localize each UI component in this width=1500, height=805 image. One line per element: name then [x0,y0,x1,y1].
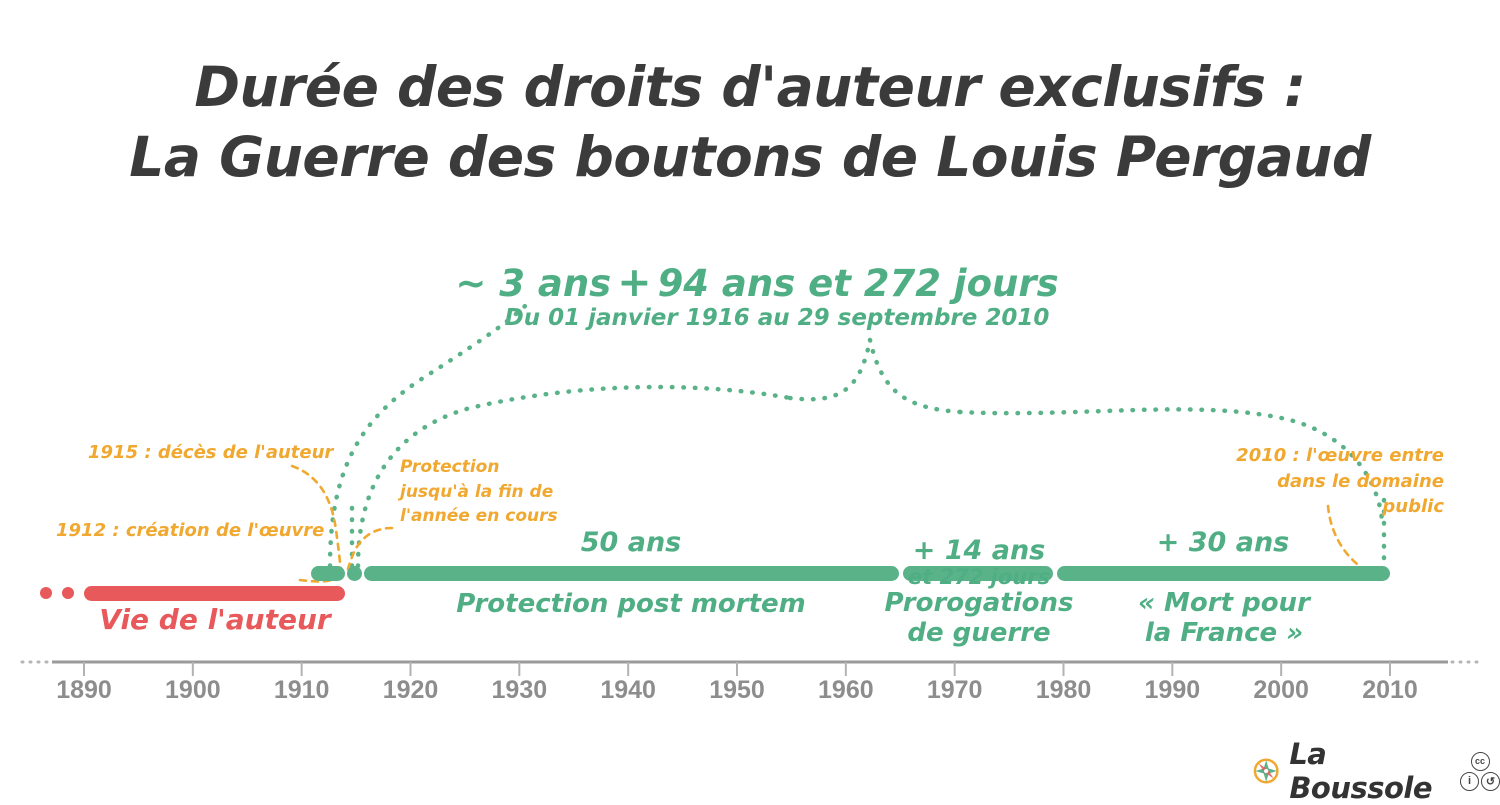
life-lead-dot-2 [62,587,74,599]
footer-logo[interactable]: La Boussole cc i ↺ [1252,737,1500,805]
total-duration-period: Du 01 janvier 1916 au 29 septembre 2010 [504,305,1050,331]
brand-name: La Boussole [1289,737,1433,805]
page-title: Durée des droits d'auteur exclusifs : La… [0,52,1500,193]
axis-tick-label: 1920 [382,676,439,704]
label-post-mortem: Protection post mortem [456,589,806,619]
axis-tick-label: 2010 [1362,676,1418,704]
bar-segment-post-mortem [364,566,899,581]
axis-tick-label: 1950 [709,676,765,704]
axis-ticks [83,662,1391,676]
duration-post-mortem: 50 ans [580,527,682,558]
label-life: Vie de l'auteur [99,603,331,636]
bar-segment-war-extensions [903,566,1053,581]
annotation-end-of-year: Protection jusqu'à la fin de l'année en … [400,457,558,527]
label-mort-pour-la-france: « Mort pour la France » [1138,588,1310,648]
axis-tick-label: 1960 [818,676,874,704]
axis-tick-label: 2000 [1253,676,1309,704]
annotation-public-domain: 2010 : l'œuvre entre dans le domaine pub… [1236,445,1444,518]
title-line-1: Durée des droits d'auteur exclusifs : [194,55,1306,119]
axis-tick-label: 1930 [491,676,548,704]
cc-sa-icon: ↺ [1481,771,1500,791]
plus-sign: + [617,258,652,306]
axis-tick-label: 1980 [1035,676,1092,704]
life-lead-dot-1 [40,587,52,599]
label-war-extensions: Prorogations de guerre [884,588,1074,648]
duration-war-extensions-main: + 14 ans [912,535,1046,567]
annotation-death: 1915 : décès de l'auteur [88,442,334,463]
bar-segment-mort-pour-la-france [1057,566,1390,581]
axis-tick-label: 1990 [1144,676,1201,704]
bar-joint-dot [347,566,362,581]
duration-mort-pour-la-france: + 30 ans [1156,527,1290,558]
axis-tick-label: 1890 [56,676,112,704]
total-duration-part1: ~ 3 ans [455,262,612,305]
creative-commons-badges: cc i ↺ [1460,751,1500,791]
axis-tick-label: 1940 [600,676,656,704]
total-duration-part2: 94 ans et 272 jours [657,262,1059,305]
axis-tick-label: 1900 [165,676,221,704]
axis-tick-label: 1910 [273,676,330,704]
title-line-2: La Guerre des boutons de Louis Pergaud [129,125,1371,190]
bar-segment-end-of-year [311,566,345,581]
annotation-creation: 1912 : création de l'œuvre [56,520,325,541]
cc-icon: cc [1470,751,1490,771]
axis-tick-label: 1970 [926,676,983,704]
duration-war-extensions: + 14 ans et 272 jours [888,506,1070,620]
total-duration-headline: ~ 3 ans +94 ans et 272 jours [7,258,1500,306]
compass-icon [1253,758,1279,784]
bar-segment-life [84,586,345,601]
duration-war-extensions-sub: et 272 jours [907,565,1051,590]
cc-by-icon: i [1460,771,1479,791]
